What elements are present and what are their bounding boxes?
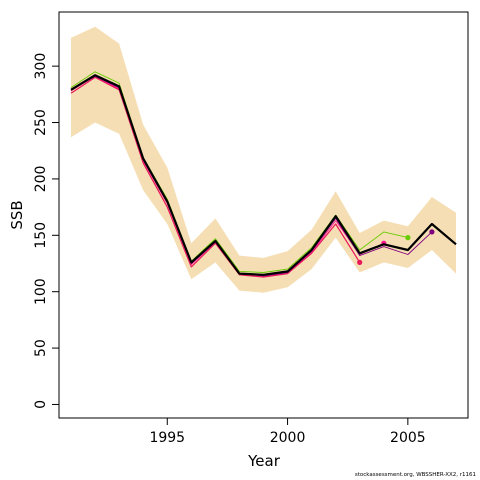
y-tick-label-0: 0	[33, 400, 49, 409]
y-tick-label-200: 200	[33, 166, 49, 193]
confidence-band	[71, 26, 456, 293]
series-layer	[70, 71, 457, 278]
plot-frame	[58, 11, 469, 419]
footnote: stockassessment.org, WBSSHER-XX2, r1161	[355, 472, 476, 478]
series-end-point-3	[405, 235, 411, 241]
y-tick-label-100: 100	[33, 278, 49, 305]
series-end-point-2	[357, 259, 363, 265]
x-tick-label-2005: 2005	[390, 430, 426, 446]
confidence-band-layer	[71, 26, 456, 293]
y-tick-label-250: 250	[33, 109, 49, 136]
x-axis-title: Year	[247, 452, 281, 470]
y-tick-label-50: 50	[33, 339, 49, 357]
series-end-point-5	[429, 229, 435, 235]
y-tick-label-150: 150	[33, 222, 49, 249]
x-tick-label-2000: 2000	[270, 430, 306, 446]
y-tick-label-300: 300	[33, 53, 49, 80]
x-tick-label-1995: 1995	[149, 430, 185, 446]
y-axis-title: SSB	[8, 200, 26, 229]
series-line-1	[70, 74, 457, 276]
